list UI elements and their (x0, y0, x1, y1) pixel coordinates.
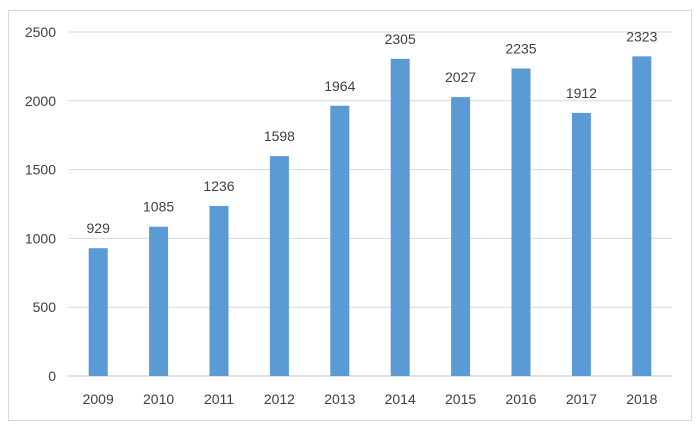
x-tick-label: 2009 (83, 391, 114, 407)
bar (209, 205, 229, 376)
x-tick-label: 2018 (626, 391, 657, 407)
data-label: 1912 (566, 85, 597, 101)
bars (88, 56, 652, 377)
bar (269, 156, 289, 376)
axes: 0 500 1000 1500 2000 2500 2009 2010 2011 2012 2013… (25, 24, 658, 407)
data-labels: 929 1085 1236 1598 1964 2305 2027 2235 1912 2323 (87, 28, 658, 236)
y-tick-label: 1000 (25, 230, 56, 246)
y-tick-label: 1500 (25, 162, 56, 178)
data-label: 2027 (445, 69, 476, 85)
bar (88, 248, 108, 376)
y-tick-label: 2000 (25, 93, 56, 109)
data-label: 1964 (324, 78, 355, 94)
x-tick-label: 2010 (143, 391, 174, 407)
data-label: 1236 (203, 178, 234, 194)
x-tick-label: 2011 (204, 391, 234, 407)
bar (390, 58, 410, 376)
bar (330, 105, 350, 376)
data-label: 2235 (505, 40, 536, 56)
bar (149, 226, 169, 376)
bar (571, 112, 591, 376)
data-label: 1085 (143, 199, 174, 215)
x-tick-label: 2012 (264, 391, 295, 407)
data-label: 2323 (626, 28, 657, 44)
x-tick-label: 2013 (324, 391, 355, 407)
x-tick-label: 2014 (385, 391, 416, 407)
y-tick-label: 500 (33, 299, 57, 315)
data-label: 2305 (385, 31, 416, 47)
bar (632, 56, 652, 377)
y-tick-label: 0 (48, 368, 56, 384)
data-label: 929 (87, 220, 111, 236)
gridlines (68, 31, 672, 377)
bar (451, 97, 471, 376)
x-tick-label: 2016 (505, 391, 536, 407)
bar (511, 68, 531, 377)
x-tick-label: 2017 (566, 391, 597, 407)
x-tick-label: 2015 (445, 391, 476, 407)
y-tick-label: 2500 (25, 24, 56, 40)
data-label: 1598 (264, 128, 295, 144)
